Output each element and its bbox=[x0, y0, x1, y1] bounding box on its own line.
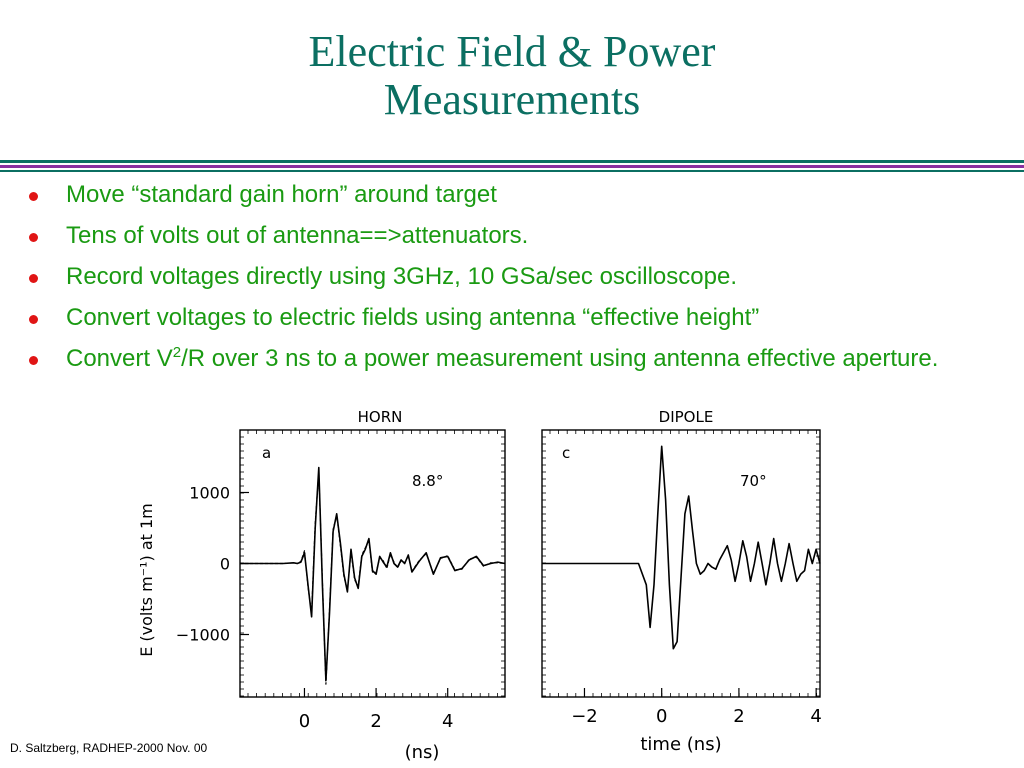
bullet-dot-icon bbox=[29, 356, 38, 365]
x-tick-label: 4 bbox=[810, 706, 821, 727]
bullet-dot-icon bbox=[29, 315, 38, 324]
y-tick-label: 0 bbox=[220, 555, 230, 574]
x-tick-label: −2 bbox=[571, 706, 598, 727]
x-tick-label: 0 bbox=[656, 706, 667, 727]
bullet-item: Convert voltages to electric fields usin… bbox=[28, 301, 1008, 335]
bullet-text: Tens of volts out of antenna==>attenuato… bbox=[66, 222, 529, 249]
y-tick-label: 1000 bbox=[189, 483, 230, 502]
bullet-text-pre: Convert V bbox=[66, 345, 173, 372]
bullet-dot-icon bbox=[29, 274, 38, 283]
panel-label: c bbox=[562, 444, 570, 462]
title-divider-teal-lower bbox=[0, 170, 1024, 172]
waveform-line-2 bbox=[240, 470, 506, 685]
x-unit-label: (ns) bbox=[405, 742, 440, 763]
y-tick-label: −1000 bbox=[176, 626, 230, 645]
x-axis-label: time (ns) bbox=[640, 734, 721, 755]
y-axis-label: E (volts m⁻¹) at 1m bbox=[137, 503, 156, 657]
x-tick-label: 2 bbox=[733, 706, 744, 727]
bullet-item: Tens of volts out of antenna==>attenuato… bbox=[28, 219, 1008, 253]
bullet-text-post: /R over 3 ns to a power measurement usin… bbox=[181, 345, 939, 372]
title-line-1: Electric Field & Power bbox=[308, 27, 716, 76]
footer-credit: D. Saltzberg, RADHEP-2000 Nov. 00 bbox=[10, 741, 208, 755]
bullet-text: Convert voltages to electric fields usin… bbox=[66, 304, 760, 331]
plot-title: HORN bbox=[358, 408, 403, 426]
plot-annotation: 8.8° bbox=[412, 472, 443, 490]
waveform-line-1 bbox=[240, 466, 506, 682]
title-divider-teal bbox=[0, 160, 1024, 163]
waveform-line-1 bbox=[542, 445, 821, 650]
slide-title: Electric Field & Power Measurements bbox=[0, 28, 1024, 124]
bullet-item: Record voltages directly using 3GHz, 10 … bbox=[28, 260, 1008, 294]
bullet-item: Move “standard gain horn” around target bbox=[28, 178, 1008, 212]
bullet-dot-icon bbox=[29, 192, 38, 201]
bullet-item: Convert V2/R over 3 ns to a power measur… bbox=[28, 342, 1008, 376]
title-divider-purple bbox=[0, 165, 1024, 168]
bullet-text: Move “standard gain horn” around target bbox=[66, 181, 497, 208]
bullet-superscript: 2 bbox=[172, 344, 182, 361]
plot-annotation: 70° bbox=[740, 472, 767, 490]
title-line-2: Measurements bbox=[383, 75, 641, 124]
x-tick-label: 2 bbox=[370, 711, 381, 732]
panel-label: a bbox=[262, 444, 271, 462]
x-tick-label: 0 bbox=[299, 711, 310, 732]
bullet-dot-icon bbox=[29, 233, 38, 242]
bullet-text: Record voltages directly using 3GHz, 10 … bbox=[66, 263, 737, 290]
x-tick-label: 4 bbox=[442, 711, 453, 732]
bullet-list: Move “standard gain horn” around target … bbox=[28, 178, 1008, 383]
plot-title: DIPOLE bbox=[659, 408, 714, 426]
